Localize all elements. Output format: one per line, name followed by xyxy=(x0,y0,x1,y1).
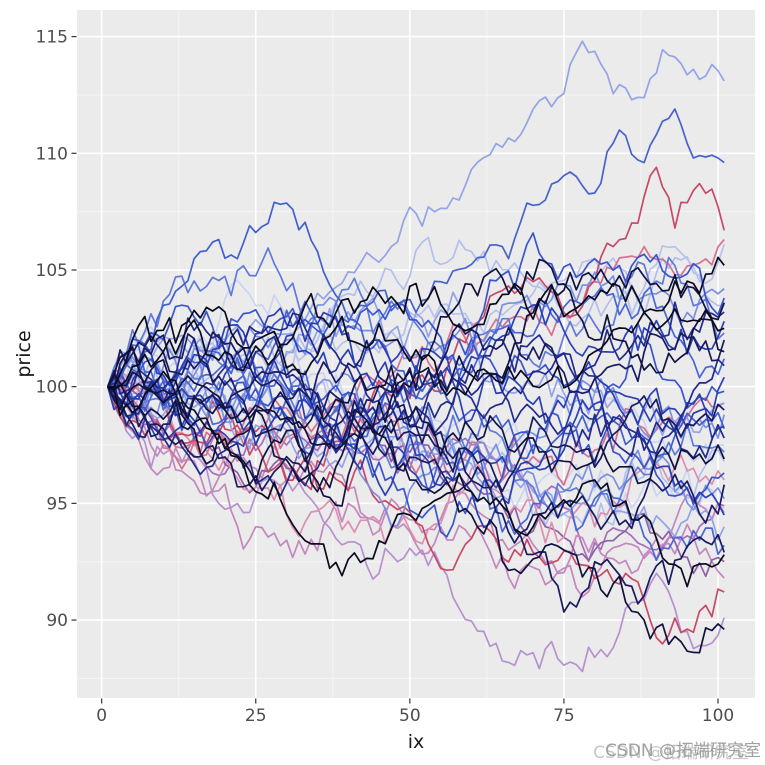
svg-text:100: 100 xyxy=(36,378,68,398)
svg-text:0: 0 xyxy=(96,706,107,726)
svg-text:75: 75 xyxy=(553,706,575,726)
svg-text:105: 105 xyxy=(36,261,68,281)
x-axis-title: ix xyxy=(407,731,425,753)
svg-text:50: 50 xyxy=(399,706,421,726)
watermark-ghost-text: CSDN @拓端研究室 xyxy=(593,743,749,763)
watermark-text: CSDN @拓端研究室 xyxy=(605,741,761,761)
svg-text:110: 110 xyxy=(36,144,68,164)
watermark: CSDN @拓端研究室 CSDN @拓端研究室 xyxy=(593,736,761,763)
svg-text:95: 95 xyxy=(46,494,68,514)
svg-text:90: 90 xyxy=(46,611,68,631)
svg-text:100: 100 xyxy=(702,706,734,726)
svg-text:25: 25 xyxy=(245,706,267,726)
svg-text:115: 115 xyxy=(36,28,68,48)
y-axis-title: price xyxy=(13,330,35,378)
